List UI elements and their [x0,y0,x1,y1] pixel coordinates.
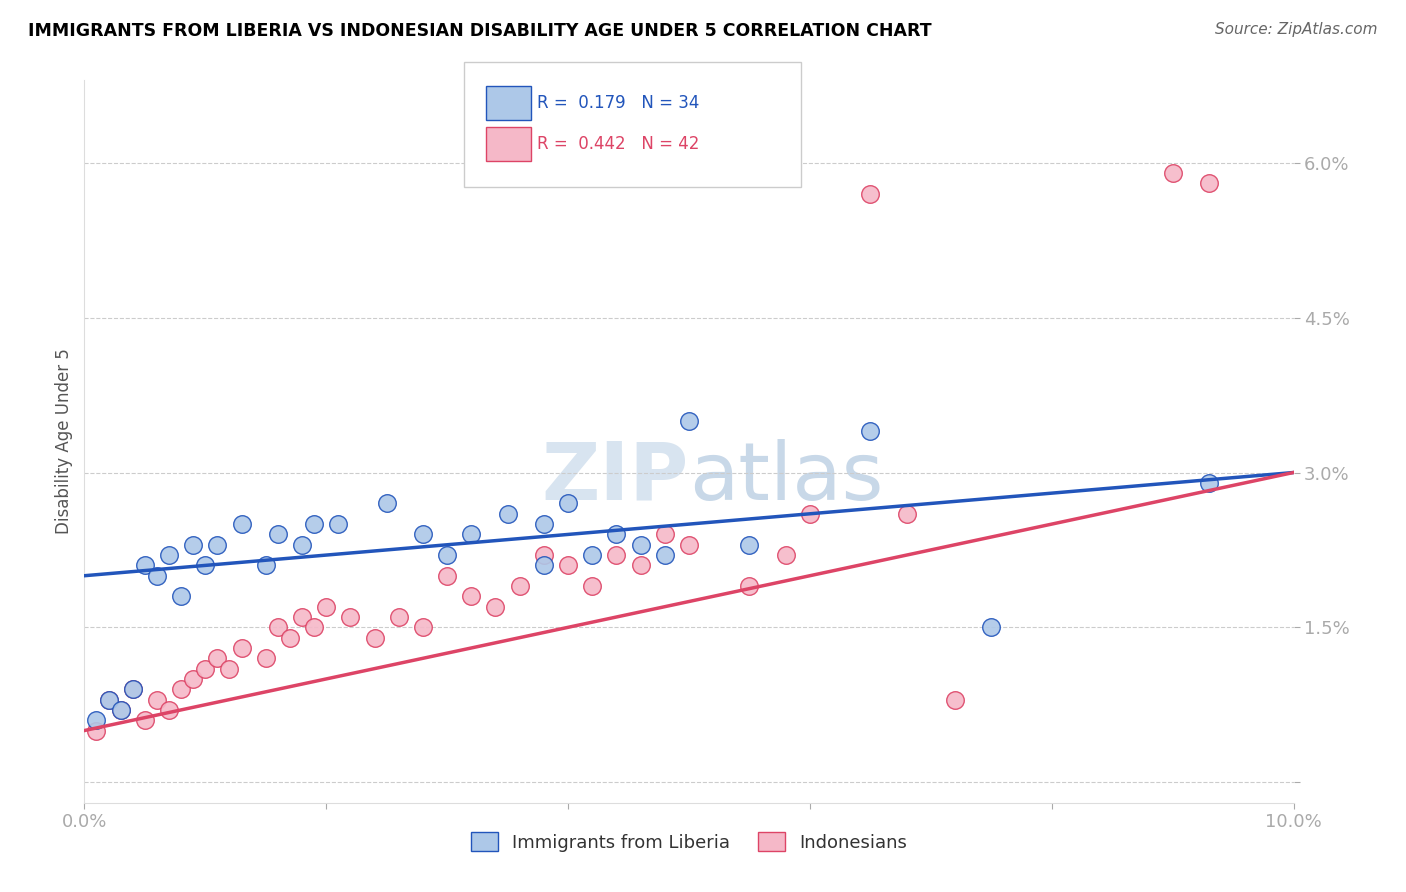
Point [97,692,120,706]
Point [980,620,1002,634]
Point [218,662,240,676]
Point [509,579,531,593]
Point [207,538,229,552]
Point [291,610,314,624]
Point [436,548,458,562]
Text: Source: ZipAtlas.com: Source: ZipAtlas.com [1215,22,1378,37]
Text: IMMIGRANTS FROM LIBERIA VS INDONESIAN DISABILITY AGE UNDER 5 CORRELATION CHART: IMMIGRANTS FROM LIBERIA VS INDONESIAN DI… [28,22,932,40]
Text: R =  0.442   N = 42: R = 0.442 N = 42 [537,135,699,153]
Point [557,496,579,510]
Point [267,527,290,541]
Point [134,558,156,573]
Point [581,548,603,562]
Point [412,620,434,634]
Point [859,424,882,438]
Point [315,599,337,614]
Point [121,682,143,697]
Point [157,703,180,717]
Point [134,713,156,727]
Point [533,548,555,562]
Point [557,558,579,573]
Point [170,682,193,697]
Point [484,599,506,614]
Y-axis label: Disability Age Under 5: Disability Age Under 5 [55,349,73,534]
Point [533,517,555,532]
Point [943,692,966,706]
Point [170,590,193,604]
Point [302,620,325,634]
Point [194,558,217,573]
Point [375,496,398,510]
Point [291,538,314,552]
Point [678,538,700,552]
Point [1198,475,1220,490]
Point [328,517,350,532]
Point [460,527,482,541]
Text: ZIP: ZIP [541,439,689,516]
Point [278,631,301,645]
Point [339,610,361,624]
Point [181,672,204,686]
Point [157,548,180,562]
Point [194,662,217,676]
Point [146,568,169,582]
Point [231,640,253,655]
Point [738,579,761,593]
Point [86,713,108,727]
Point [207,651,229,665]
Point [896,507,918,521]
Point [678,414,700,428]
Point [605,548,627,562]
Point [605,527,627,541]
Point [859,186,882,201]
Point [254,558,277,573]
Point [231,517,253,532]
Point [1161,166,1184,180]
Point [121,682,143,697]
Point [110,703,132,717]
Point [86,723,108,738]
Point [363,631,385,645]
Point [146,692,169,706]
Point [630,538,652,552]
Point [412,527,434,541]
Point [181,538,204,552]
Point [267,620,290,634]
Point [110,703,132,717]
Point [97,692,120,706]
Text: atlas: atlas [689,439,883,516]
Point [1198,177,1220,191]
Point [388,610,411,624]
Point [799,507,821,521]
Text: R =  0.179   N = 34: R = 0.179 N = 34 [537,94,699,112]
Point [302,517,325,532]
Point [581,579,603,593]
Point [254,651,277,665]
Legend: Immigrants from Liberia, Indonesians: Immigrants from Liberia, Indonesians [464,825,914,859]
Point [436,568,458,582]
Point [775,548,797,562]
Point [654,548,676,562]
Point [738,538,761,552]
Point [496,507,519,521]
Point [654,527,676,541]
Point [630,558,652,573]
Point [460,590,482,604]
Point [533,558,555,573]
